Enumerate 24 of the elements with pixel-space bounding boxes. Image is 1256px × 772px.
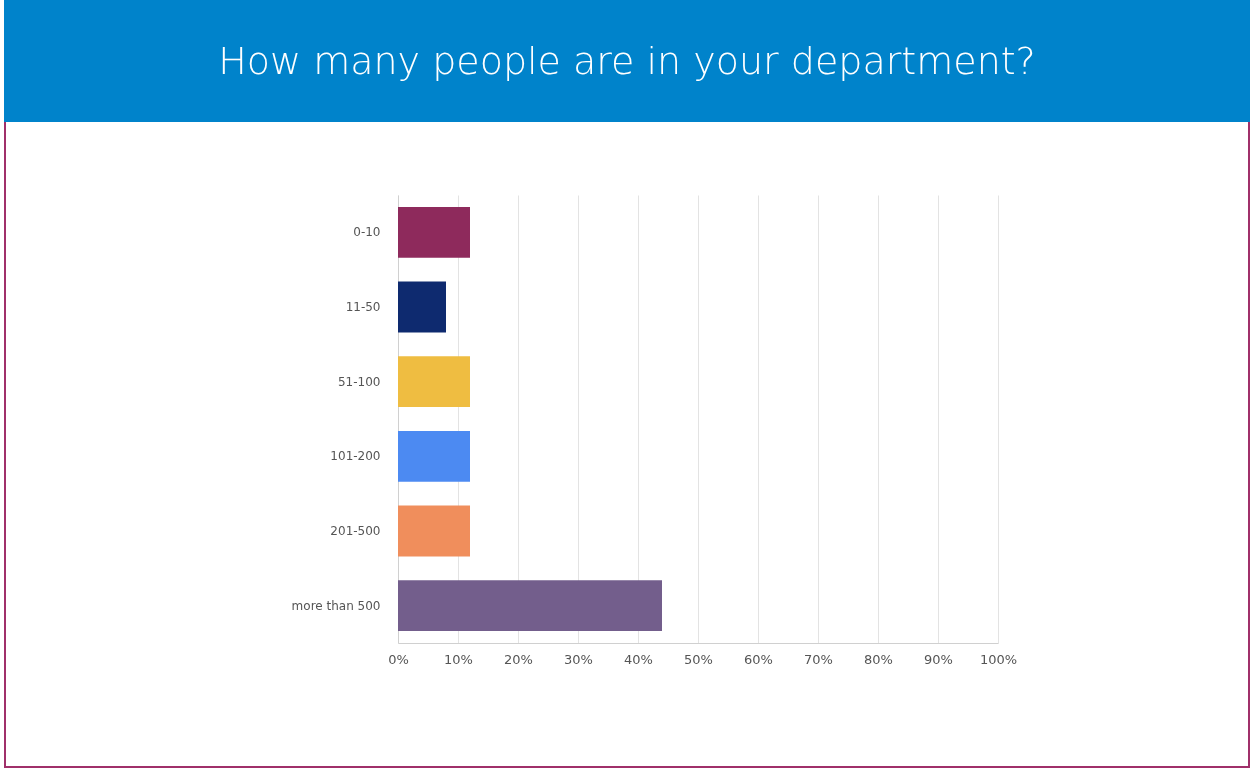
bar bbox=[398, 281, 446, 333]
y-tick-label: 11-50 bbox=[345, 300, 381, 314]
y-tick-label: 101-200 bbox=[330, 449, 381, 464]
x-tick-label: 30% bbox=[564, 651, 593, 667]
x-tick-label: 90% bbox=[924, 651, 953, 667]
x-tick-label: 20% bbox=[504, 651, 533, 667]
x-tick-label: 40% bbox=[624, 651, 653, 667]
y-tick-label: 201-500 bbox=[330, 524, 381, 538]
bar bbox=[398, 580, 662, 632]
x-tick-label: 50% bbox=[684, 651, 713, 667]
chart-title: How many people are in your department? bbox=[4, 0, 1250, 122]
y-tick-label: 0-10 bbox=[353, 225, 381, 240]
y-tick-label: 51-100 bbox=[337, 374, 381, 389]
bar bbox=[398, 430, 470, 482]
bar bbox=[398, 505, 470, 557]
bar bbox=[398, 206, 470, 258]
x-tick-label: 100% bbox=[979, 651, 1018, 667]
y-tick-label: more than 500 bbox=[291, 598, 381, 613]
x-tick-label: 80% bbox=[864, 651, 893, 667]
x-tick-label: 0% bbox=[388, 651, 409, 667]
x-tick-label: 70% bbox=[804, 651, 833, 667]
x-tick-label: 10% bbox=[444, 651, 473, 667]
bar bbox=[398, 356, 470, 408]
x-tick-label: 60% bbox=[744, 651, 773, 667]
